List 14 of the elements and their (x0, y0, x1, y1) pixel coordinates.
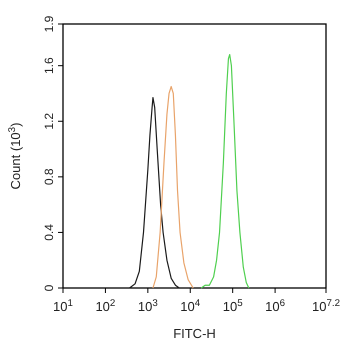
x-tick-label: 10$^{2}$ (95, 298, 116, 314)
x-tick-label: 10$^{5}$ (222, 298, 244, 314)
x-tick-label: 10$^{1}$ (53, 298, 73, 314)
y-tick-label: 1.9 (42, 15, 56, 32)
y-tick-label: 1.6 (42, 57, 56, 74)
x-tick-label: 10$^{4}$ (180, 298, 201, 314)
y-tick-label: 1.2 (42, 112, 56, 130)
y-tick-label: 0.8 (42, 168, 56, 186)
x-tick-label: 10$^{3}$ (138, 298, 158, 314)
y-tick-label: 0.4 (42, 224, 56, 241)
x-axis-title: FITC-H (173, 326, 216, 341)
x-tick-label: 10$^{6}$ (265, 298, 286, 314)
y-tick-label: 0 (42, 284, 56, 292)
x-tick-label: 10$^{7.2}$ (312, 298, 340, 314)
